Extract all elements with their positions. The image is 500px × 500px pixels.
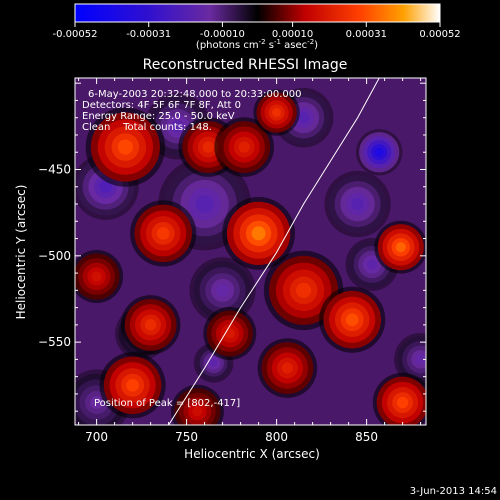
hot-blob-level — [345, 313, 359, 327]
heatmap-layer — [75, 87, 426, 425]
solar-limb-curve — [168, 78, 380, 425]
cold-blob-level — [90, 396, 103, 409]
hot-blob-level — [126, 378, 139, 392]
hot-blob-level — [117, 139, 134, 155]
cold-blob-level — [297, 112, 310, 124]
annotation-counts: Clean Total counts: 148. — [82, 122, 212, 133]
cold-blob-level — [366, 259, 378, 270]
peak-position-label: Position of Peak = [802,-417] — [94, 398, 240, 409]
x-axis-label: Heliocentric X (arcsec) — [184, 447, 320, 461]
cold-blob-level — [99, 180, 112, 194]
cold-blob-level — [415, 354, 426, 365]
hot-blob-level — [396, 396, 409, 409]
cold-blob-level — [195, 195, 214, 213]
colorbar-tick-label: -0.00031 — [126, 29, 171, 40]
hot-blob-level — [224, 328, 235, 339]
annotation-block: 6-May-2003 20:32:48.000 to 20:33:00.000 … — [82, 89, 301, 409]
hot-blob-level — [281, 362, 294, 374]
hot-blob-level — [238, 141, 250, 153]
annotation-detectors: Detectors: 4F 5F 6F 7F 8F, Att 0 — [82, 100, 241, 111]
plot-area — [75, 78, 426, 425]
annotation-energy: Energy Range: 25.0 - 50.0 keV — [82, 111, 235, 122]
x-tick-label: 850 — [355, 430, 378, 444]
colorbar-tick-label: -0.00052 — [53, 29, 98, 40]
y-tick-label: −450 — [38, 162, 71, 176]
hot-blob-level — [91, 271, 102, 282]
cold-blob-level — [374, 147, 384, 157]
x-tick-label: 750 — [175, 430, 198, 444]
footer-date: 3-Jun-2013 14:54 — [410, 486, 497, 497]
hot-blob-level — [272, 108, 282, 117]
colorbar-tick-label: -0.00010 — [200, 29, 245, 40]
cold-blob-level — [351, 197, 364, 211]
colorbar: -0.00052 -0.00031 -0.00010 0.00010 0.00031 0.… — [53, 3, 461, 51]
cold-blob-level — [171, 120, 184, 133]
hot-blob-level — [395, 242, 406, 253]
x-tick-label: 700 — [85, 430, 108, 444]
colorbar-tick-label: 0.00010 — [272, 29, 313, 40]
colorbar-gradient — [74, 3, 441, 23]
hot-blob-level — [251, 226, 266, 241]
colorbar-tick-label: 0.00031 — [346, 29, 387, 40]
y-tick-label: −500 — [38, 249, 71, 263]
colorbar-units: (photons cm-2 s-1 asec-2) — [196, 38, 318, 51]
plot-frame — [74, 77, 427, 426]
chart-title: Reconstructed RHESSI Image — [143, 57, 348, 73]
cold-blob-level — [216, 284, 229, 297]
cold-blob-level — [209, 359, 218, 367]
x-tick-label: 800 — [265, 430, 288, 444]
hot-blob-level — [144, 319, 157, 331]
hot-blob-level — [295, 282, 312, 298]
y-axis-ticks: −450 −500 −550 — [38, 82, 426, 412]
hot-blob-level — [192, 406, 203, 417]
x-axis-ticks: 700 750 800 850 — [78, 78, 422, 444]
hot-blob-level — [202, 141, 214, 153]
colorbar-ticks: -0.00052 -0.00031 -0.00010 0.00010 0.00031 0.… — [53, 22, 461, 40]
y-tick-label: −550 — [38, 335, 71, 349]
colorbar-tick-label: 0.00052 — [419, 29, 460, 40]
annotation-time: 6-May-2003 20:32:48.000 to 20:33:00.000 — [88, 89, 301, 100]
y-axis-label: Heliocentric Y (arcsec) — [14, 185, 28, 320]
hot-blob-level — [156, 227, 170, 240]
